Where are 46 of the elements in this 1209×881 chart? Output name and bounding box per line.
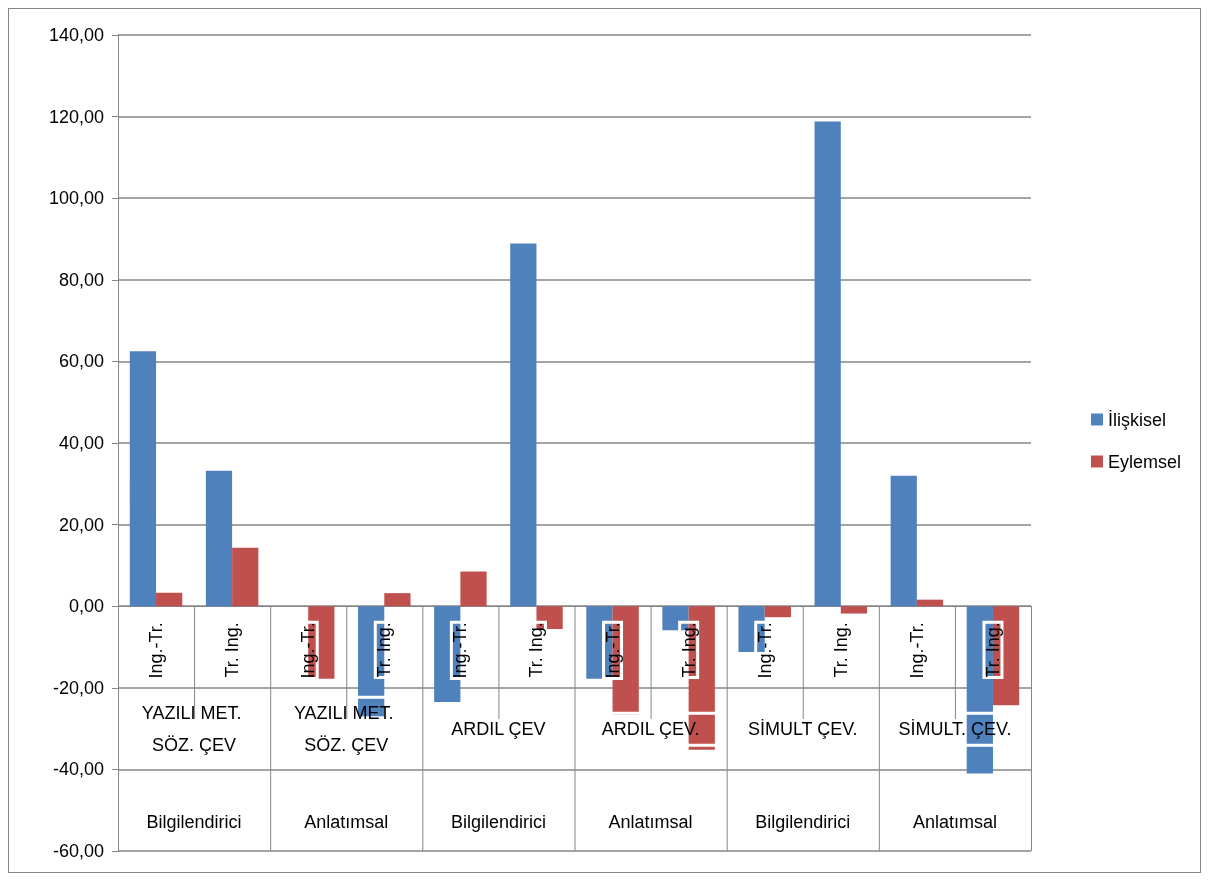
- annotation: Bilgilendirici: [146, 812, 242, 833]
- bar: [916, 599, 944, 607]
- annotation: ARDIL ÇEV: [451, 719, 546, 740]
- x-tick-label: Tr. Ing.: [830, 622, 851, 678]
- y-tick-label: 140,00: [48, 25, 104, 45]
- y-tick-label: 0,00: [68, 596, 104, 617]
- x-tick-label: Ing.-Tr.: [602, 622, 623, 679]
- y-tick-label: 100,00: [48, 188, 104, 209]
- x-tick-label: Tr. Ing.: [678, 622, 699, 678]
- x-tick-label: Ing.-Tr.: [754, 622, 775, 679]
- annotation: Bilgilendirici: [450, 812, 546, 833]
- bar: [129, 351, 157, 607]
- bar: [510, 243, 537, 607]
- y-tick-label: 20,00: [58, 514, 104, 535]
- x-tick-label: Tr. Ing.: [222, 622, 243, 678]
- y-tick-label: 40,00: [58, 433, 104, 453]
- bar: [460, 571, 487, 607]
- y-tick-label: -20,00: [52, 677, 104, 698]
- bar: [814, 121, 841, 607]
- annotation: Anlatımsal: [304, 812, 389, 833]
- bar: [890, 475, 917, 607]
- bar: [764, 606, 791, 618]
- annotation: SİMULT ÇEV.: [747, 719, 858, 740]
- bar: [384, 593, 411, 607]
- x-tick-label: Ing.-Tr.: [450, 622, 471, 679]
- y-tick-label: 60,00: [58, 351, 104, 372]
- bar: [232, 547, 259, 607]
- y-tick-label: 80,00: [58, 269, 104, 290]
- y-tick-label: -40,00: [52, 759, 104, 780]
- legend-label: İlişkisel: [1107, 409, 1166, 430]
- bar: [156, 592, 183, 607]
- x-tick-label: Ing.-Tr.: [146, 622, 167, 679]
- x-tick-label: Tr. Ing.: [982, 622, 1003, 678]
- legend-label: Eylemsel: [1107, 451, 1182, 472]
- x-tick-label: Tr. Ing.: [374, 622, 395, 678]
- bar: [840, 606, 868, 614]
- annotation: Anlatımsal: [912, 812, 997, 833]
- x-tick-label: Ing.-Tr.: [298, 622, 319, 679]
- annotation: Bilgilendirici: [755, 812, 851, 833]
- annotation: YAZILI MET. SÖZ. ÇEV: [141, 703, 247, 756]
- x-tick-label: Ing.-Tr.: [906, 622, 927, 679]
- annotation: Anlatımsal: [608, 812, 693, 833]
- y-tick-label: -60,00: [52, 841, 104, 861]
- bar: [205, 470, 233, 607]
- x-tick-label: Tr. Ing.: [526, 622, 547, 678]
- y-tick-label: 120,00: [48, 106, 104, 127]
